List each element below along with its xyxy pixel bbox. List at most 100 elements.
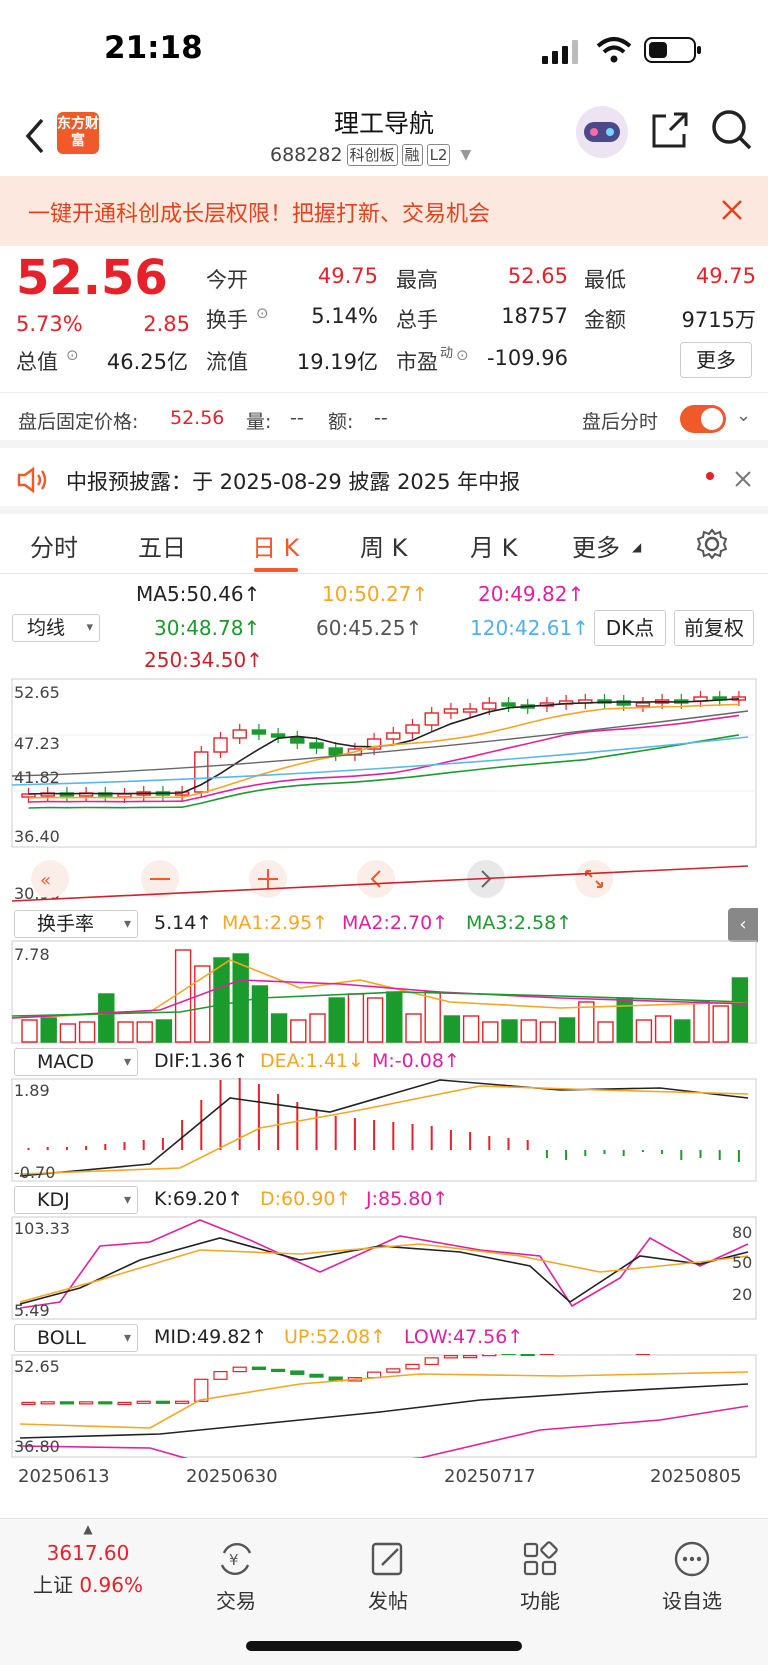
dk-point-button[interactable]: DK点 [594,610,666,646]
stock-code-row[interactable]: 688282 科创板 融 L2 ▼ [270,144,471,166]
pe-sup: 动 [440,346,454,361]
turnover-bar [40,1017,57,1043]
step-left-button[interactable] [357,860,395,898]
robot-assistant-icon[interactable] [574,104,630,160]
ma120-value: 120:42.61↑ [470,616,589,640]
candle [635,702,651,707]
turnover-ma3: MA3:2.58↑ [466,912,573,934]
adjust-label: 前复权 [684,616,744,640]
tab-five-day[interactable]: 五日 [138,534,186,562]
plus-icon [258,869,278,889]
stock-code: 688282 [270,144,343,166]
gear-icon[interactable] [696,528,728,560]
turnover-bar [290,1019,307,1043]
turnover-bar [501,1019,518,1043]
close-icon[interactable] [720,198,744,222]
tab-weekly-k[interactable]: 周 K [360,534,408,562]
unread-dot [706,472,714,480]
boll-candle [290,1370,305,1375]
info-icon[interactable]: ⊙ [66,346,79,364]
kdj-chart[interactable]: 103.33 5.49 80 50 20 [0,1216,768,1320]
boll-candle [98,1401,113,1405]
macd-dea: DEA:1.41↓ [260,1050,364,1072]
after-hours-bar: 盘后固定价格: 52.56 量: -- 额: -- 盘后分时 ⌄ [0,392,768,448]
nav-trade[interactable]: ¥ 交易 [186,1539,286,1614]
tab-monthly-k[interactable]: 月 K [470,534,518,562]
candle [117,793,132,798]
adjust-button[interactable]: 前复权 [674,610,754,646]
float-mv-label: 流值 [206,350,248,374]
more-button[interactable]: 更多 [680,342,752,378]
turnover-bar [98,993,115,1043]
tab-intraday[interactable]: 分时 [30,534,78,562]
turnover-indicator-select[interactable]: 换手率 [14,910,138,938]
date-label: 20250630 [186,1466,278,1487]
notice-bar[interactable]: 中报预披露：于 2025-08-29 披露 2025 年中报 [0,448,768,514]
low-label: 最低 [584,268,626,292]
after-hours-amt-label: 额: [328,411,354,433]
macd-dea-line [19,1085,749,1175]
kline-chart[interactable]: 52.65 47.23 41.82 36.40 30.98 « [0,676,768,908]
ma60-line [11,710,749,777]
turnover-bar [635,1019,653,1043]
info-icon[interactable]: ⊙ [456,346,469,364]
collapse-panel-button[interactable]: ‹ [728,908,758,942]
ma250-line [11,865,749,902]
candle [501,702,516,707]
turnover-bar [597,1021,614,1043]
chevron-down-icon: ▼ [460,147,472,163]
tab-daily-k[interactable]: 日 K [252,534,300,562]
candle [290,736,305,744]
turnover-bar [21,1019,38,1043]
fullscreen-button[interactable] [575,860,613,898]
candle [328,747,343,756]
open-value: 49.75 [317,264,378,288]
turnover-ma3-line [11,991,749,1017]
period-tabs: 分时 五日 日 K 周 K 月 K 更多 ◢ [0,514,768,574]
ma-type-select[interactable]: 均线 ▾ [12,614,100,642]
turnover-value: 5.14% [311,304,378,328]
boll-indicator-select[interactable]: BOLL [14,1324,138,1352]
ma60-value: 60:45.25↑ [316,616,423,640]
turnover-chart[interactable]: 7.78 [0,940,768,1044]
search-icon[interactable] [710,108,754,152]
boll-chart[interactable]: 52.65 36.80 [0,1354,768,1458]
nav-post[interactable]: 发帖 [338,1539,438,1614]
ma5-value: MA5:50.46↑ [136,582,261,606]
after-hours-toggle[interactable] [680,405,726,433]
status-bar: 21:18 [0,0,768,100]
boll-candle [443,1355,458,1359]
promo-banner[interactable]: 一键开通科创成长层权限！把握打新、交易机会 [0,176,768,246]
boll-candle [175,1400,190,1404]
pe-label: 市盈 [396,350,438,374]
info-icon[interactable]: ⊙ [256,304,269,322]
share-icon[interactable] [650,110,690,150]
fast-back-button[interactable] [31,860,69,898]
kdj-indicator-select[interactable]: KDJ [14,1186,138,1214]
turnover-bar [270,1013,288,1043]
macd-dif-line [19,1079,749,1177]
macd-indicator-select[interactable]: MACD [14,1048,138,1076]
ma30-value: 30:48.78↑ [154,616,261,640]
index-ticker[interactable]: ▲ 3617.60 上证 0.96% [18,1523,158,1598]
tab-more[interactable]: 更多 [572,534,620,562]
date-label: 20250717 [444,1466,536,1487]
turnover-bar [213,957,230,1043]
boll-candle [40,1401,55,1405]
turnover-label: 换手 [206,308,248,332]
turnover-bar [731,977,749,1043]
close-icon[interactable] [734,470,752,488]
back-icon[interactable] [22,116,48,156]
boll-candle [232,1366,247,1373]
turnover-bar [155,1019,173,1043]
after-hours-vol-label: 量: [246,411,272,433]
candle [386,732,401,740]
nav-functions[interactable]: 功能 [490,1539,590,1614]
bottom-nav: ▲ 3617.60 上证 0.96% ¥ 交易 发帖 功能 [0,1518,768,1665]
turnover-bar [194,965,211,1043]
macd-chart[interactable]: 1.89 -0.70 [0,1078,768,1182]
chevron-down-icon[interactable]: ⌄ [736,405,752,426]
nav-add-watchlist[interactable]: 设自选 [642,1539,742,1614]
turnover-bar [174,949,192,1043]
quote-panel: 52.56 5.73% 2.85 今开 49.75 最高 52.65 最低 49… [0,246,768,392]
